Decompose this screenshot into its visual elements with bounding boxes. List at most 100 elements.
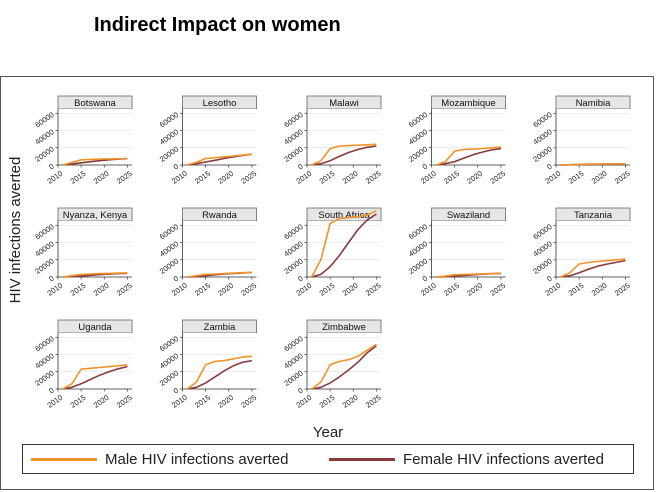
panel-zambia-female-line bbox=[186, 359, 253, 390]
panel-rwanda-y-tick-label: 0 bbox=[172, 274, 181, 284]
panel-uganda-y-tick-label: 0 bbox=[47, 386, 56, 396]
panel-tanzania-x-tick-label: 2025 bbox=[613, 281, 632, 298]
panel-swaziland-male-line bbox=[436, 272, 501, 278]
panel-namibia-x-tick-label: 2025 bbox=[613, 169, 632, 186]
panel-tanzania-male-line bbox=[560, 258, 626, 278]
panel-namibia-y-tick-label: 60000 bbox=[531, 110, 553, 129]
panel-tanzania-y-tick-label: 40000 bbox=[531, 239, 553, 258]
panel-zambia-title: Zambia bbox=[204, 322, 236, 333]
panel-nyanza-kenya-y-tick-label: 40000 bbox=[33, 239, 55, 258]
panel-south-africa-x-tick-label: 2025 bbox=[364, 281, 383, 298]
panel-malawi-plot-area bbox=[307, 109, 381, 165]
panel-nyanza-kenya-x-tick-label: 2025 bbox=[115, 281, 134, 298]
panel-zambia-male-line bbox=[186, 355, 252, 390]
panel-uganda-y-tick-label: 20000 bbox=[33, 369, 55, 388]
panel-mozambique-x-tick-label: 2025 bbox=[488, 169, 507, 186]
panel-south-africa-male-line bbox=[310, 209, 377, 278]
panel-lesotho-x-tick-label: 2020 bbox=[216, 169, 235, 186]
panel-lesotho-male-line bbox=[186, 153, 252, 166]
panel-south-africa-x-tick-label: 2010 bbox=[295, 281, 314, 298]
panel-rwanda-y-tick-label: 40000 bbox=[158, 239, 180, 258]
panel-zimbabwe-title: Zimbabwe bbox=[322, 322, 366, 333]
y-axis-title: HIV infections averted bbox=[7, 157, 24, 304]
panel-mozambique-x-tick-label: 2020 bbox=[465, 169, 484, 186]
panel-rwanda-plot-area bbox=[182, 221, 257, 277]
panel-zimbabwe-y-tick-label: 40000 bbox=[282, 351, 304, 370]
legend-item-male: Male HIV infections averted bbox=[31, 451, 288, 468]
panel-rwanda-male-line bbox=[186, 271, 252, 278]
panel-malawi-x-tick-label: 2020 bbox=[341, 169, 360, 186]
panel-lesotho-x-tick-label: 2010 bbox=[170, 169, 189, 186]
panel-rwanda-x-tick-label: 2010 bbox=[170, 281, 189, 298]
panel-botswana-y-tick-label: 20000 bbox=[33, 145, 55, 164]
panel-zimbabwe-y-tick-label: 0 bbox=[296, 386, 305, 396]
panel-tanzania-x-tick-label: 2010 bbox=[544, 281, 563, 298]
panel-namibia-plot-area bbox=[556, 109, 630, 165]
panel-swaziland-title: Swaziland bbox=[447, 210, 490, 221]
panel-mozambique-x-tick-label: 2010 bbox=[419, 169, 438, 186]
panel-swaziland-y-tick-label: 40000 bbox=[407, 239, 429, 258]
panel-tanzania-plot-area bbox=[556, 221, 630, 277]
panel-nyanza-kenya-plot-area bbox=[58, 221, 132, 277]
panel-botswana-x-tick-label: 2015 bbox=[69, 169, 88, 186]
panel-zambia-y-tick-label: 0 bbox=[172, 386, 181, 396]
panel-south-africa-title: South Africa bbox=[318, 210, 370, 221]
legend-swatch-male bbox=[31, 458, 97, 461]
panel-south-africa-female-line bbox=[311, 213, 377, 278]
panel-malawi-y-tick-label: 0 bbox=[296, 162, 305, 172]
panel-nyanza-kenya-title: Nyanza, Kenya bbox=[63, 210, 128, 221]
panel-uganda-female-line bbox=[62, 365, 128, 390]
panel-lesotho-y-tick-label: 0 bbox=[172, 162, 181, 172]
panel-namibia-y-tick-label: 20000 bbox=[531, 145, 553, 164]
panel-malawi-female-line bbox=[311, 145, 377, 166]
panel-swaziland-x-tick-label: 2020 bbox=[465, 281, 484, 298]
panel-nyanza-kenya-y-tick-label: 0 bbox=[47, 274, 56, 284]
panel-nyanza-kenya-x-tick-label: 2010 bbox=[46, 281, 65, 298]
panel-tanzania-y-tick-label: 60000 bbox=[531, 222, 553, 241]
legend-label-male: Male HIV infections averted bbox=[105, 451, 289, 468]
panel-botswana-y-tick-label: 60000 bbox=[33, 110, 55, 129]
panel-swaziland-y-tick-label: 20000 bbox=[407, 257, 429, 276]
panel-malawi-x-tick-label: 2010 bbox=[295, 169, 314, 186]
panel-zambia-x-tick-label: 2015 bbox=[193, 393, 212, 410]
panel-tanzania-title: Tanzania bbox=[574, 210, 613, 221]
panel-zambia-y-tick-label: 40000 bbox=[158, 351, 180, 370]
panel-south-africa-y-tick-label: 0 bbox=[296, 274, 305, 284]
panel-zimbabwe-y-tick-label: 60000 bbox=[282, 334, 304, 353]
panel-nyanza-kenya-y-tick-label: 60000 bbox=[33, 222, 55, 241]
panel-south-africa-x-tick-label: 2015 bbox=[318, 281, 337, 298]
panel-nyanza-kenya-x-tick-label: 2015 bbox=[69, 281, 88, 298]
panel-uganda-y-tick-label: 40000 bbox=[33, 351, 55, 370]
panel-malawi-y-tick-label: 20000 bbox=[282, 145, 304, 164]
panel-mozambique-y-tick-label: 0 bbox=[421, 162, 430, 172]
panel-swaziland-x-tick-label: 2010 bbox=[419, 281, 438, 298]
x-axis-title: Year bbox=[313, 424, 343, 441]
panel-mozambique-male-line bbox=[435, 146, 501, 166]
slide-title: Indirect Impact on women bbox=[94, 14, 341, 36]
chart-legend: Male HIV infections averted Female HIV i… bbox=[22, 444, 634, 474]
panel-zimbabwe-x-tick-label: 2010 bbox=[295, 393, 314, 410]
panel-malawi-y-tick-label: 60000 bbox=[282, 110, 304, 129]
panel-namibia-male-line bbox=[560, 163, 626, 166]
panel-zambia-x-tick-label: 2025 bbox=[239, 393, 258, 410]
panel-mozambique-female-line bbox=[435, 147, 502, 166]
panel-zimbabwe-female-line bbox=[311, 345, 377, 390]
panel-zambia-x-tick-label: 2010 bbox=[170, 393, 189, 410]
panel-tanzania-female-line bbox=[560, 259, 626, 278]
panel-botswana-plot-area bbox=[58, 109, 132, 165]
panel-south-africa-x-tick-label: 2020 bbox=[341, 281, 360, 298]
panel-zimbabwe-male-line bbox=[311, 343, 377, 390]
panel-rwanda-x-tick-label: 2015 bbox=[193, 281, 212, 298]
panel-botswana-title: Botswana bbox=[74, 98, 116, 109]
legend-swatch-female bbox=[329, 458, 395, 461]
panel-namibia-x-tick-label: 2020 bbox=[590, 169, 609, 186]
panel-nyanza-kenya-y-tick-label: 20000 bbox=[33, 257, 55, 276]
panel-zimbabwe-y-tick-label: 20000 bbox=[282, 369, 304, 388]
panel-malawi-x-tick-label: 2015 bbox=[318, 169, 337, 186]
panel-namibia-x-tick-label: 2015 bbox=[567, 169, 586, 186]
panel-swaziland-plot-area bbox=[431, 221, 506, 277]
legend-item-female: Female HIV infections averted bbox=[329, 451, 604, 468]
panel-tanzania-x-tick-label: 2020 bbox=[590, 281, 609, 298]
panel-uganda-y-tick-label: 60000 bbox=[33, 334, 55, 353]
